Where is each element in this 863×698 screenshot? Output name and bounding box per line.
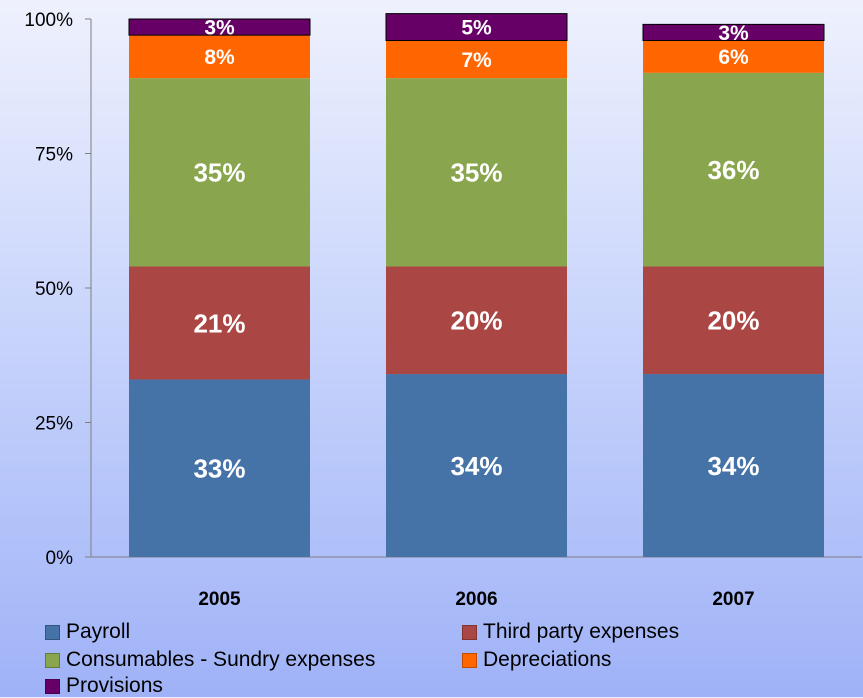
data-label-third-party-expenses-2006: 20%: [450, 306, 502, 336]
data-label-payroll-2006: 34%: [450, 451, 502, 481]
data-label-consumables-sundry-expenses-2005: 35%: [193, 158, 245, 188]
bar-segment-consumables-sundry-expenses-2007: [643, 72, 824, 267]
stacked-bar-chart: 0% 25% 50% 75% 100% 33% 21% 35% 8% 3% 34% 20% 35% 7%…: [24, 10, 862, 610]
data-label-third-party-expenses-2007: 20%: [707, 306, 759, 336]
bar-segment-provisions-2006: [385, 13, 568, 42]
y-tick-label: 50%: [35, 279, 73, 300]
bar-segment-consumables-sundry-expenses-2006: [386, 78, 567, 267]
y-tick-label: 75%: [35, 145, 73, 166]
legend-item-depreciations: Depreciations: [462, 648, 611, 672]
y-tick-label: 25%: [35, 414, 73, 435]
legend-swatch-third-party: [462, 624, 477, 640]
data-label-consumables-sundry-expenses-2007: 36%: [707, 155, 759, 185]
data-labels: 33%21%35%8%3%34%20%35%7%5%34%20%36%6%3%: [193, 17, 759, 484]
legend-label-payroll: Payroll: [66, 620, 131, 643]
bar-segment-payroll-2005: [129, 379, 310, 557]
y-tick-label: 100%: [24, 10, 73, 31]
legend-swatch-consumables: [45, 652, 60, 668]
bar-segment-third-party-expenses-2006: [386, 266, 567, 375]
legend-label-third-party: Third party expenses: [483, 620, 680, 643]
data-label-provisions-2006: 5%: [461, 17, 492, 40]
bar-segment-depreciations-2007: [643, 40, 824, 73]
data-label-depreciations-2006: 7%: [461, 49, 492, 72]
bar-segment-payroll-2006: [386, 374, 567, 557]
x-category-label: 2006: [455, 589, 497, 610]
legend-swatch-depreciations: [462, 652, 477, 668]
legend-swatch-provisions: [45, 678, 60, 694]
legend-item-payroll: Payroll: [45, 620, 130, 644]
bar-segment-provisions-2007: [642, 23, 825, 42]
legend-item-provisions: Provisions: [45, 674, 163, 698]
legend-label-provisions: Provisions: [66, 674, 163, 697]
data-label-payroll-2005: 33%: [193, 454, 245, 484]
x-category-label: 2007: [712, 589, 754, 610]
legend-swatch-payroll: [45, 624, 60, 640]
legend-label-consumables: Consumables - Sundry expenses: [66, 648, 376, 671]
x-axis-labels: 2005 2006 2007: [198, 589, 754, 610]
legend-item-consumables: Consumables - Sundry expenses: [45, 648, 375, 672]
legend-label-depreciations: Depreciations: [483, 648, 612, 671]
data-label-consumables-sundry-expenses-2006: 35%: [450, 158, 502, 188]
legend-item-third-party: Third party expenses: [462, 620, 679, 644]
data-label-depreciations-2005: 8%: [204, 46, 235, 69]
bars: [128, 13, 825, 557]
data-label-provisions-2007: 3%: [718, 22, 749, 45]
data-label-third-party-expenses-2005: 21%: [193, 308, 245, 338]
bar-segment-third-party-expenses-2005: [129, 266, 310, 380]
y-tick-label: 0%: [46, 548, 74, 569]
bar-segment-consumables-sundry-expenses-2005: [129, 78, 310, 267]
bar-segment-provisions-2005: [128, 18, 311, 36]
data-label-payroll-2007: 34%: [707, 451, 759, 481]
legend: Payroll Third party expenses Consumables…: [45, 620, 845, 698]
bar-segment-payroll-2007: [643, 374, 824, 557]
bar-segment-depreciations-2005: [129, 35, 310, 79]
data-label-depreciations-2007: 6%: [718, 46, 749, 69]
data-label-provisions-2005: 3%: [204, 17, 235, 40]
x-category-label: 2005: [198, 589, 241, 610]
bar-segment-third-party-expenses-2007: [643, 266, 824, 375]
bar-segment-depreciations-2006: [386, 40, 567, 79]
